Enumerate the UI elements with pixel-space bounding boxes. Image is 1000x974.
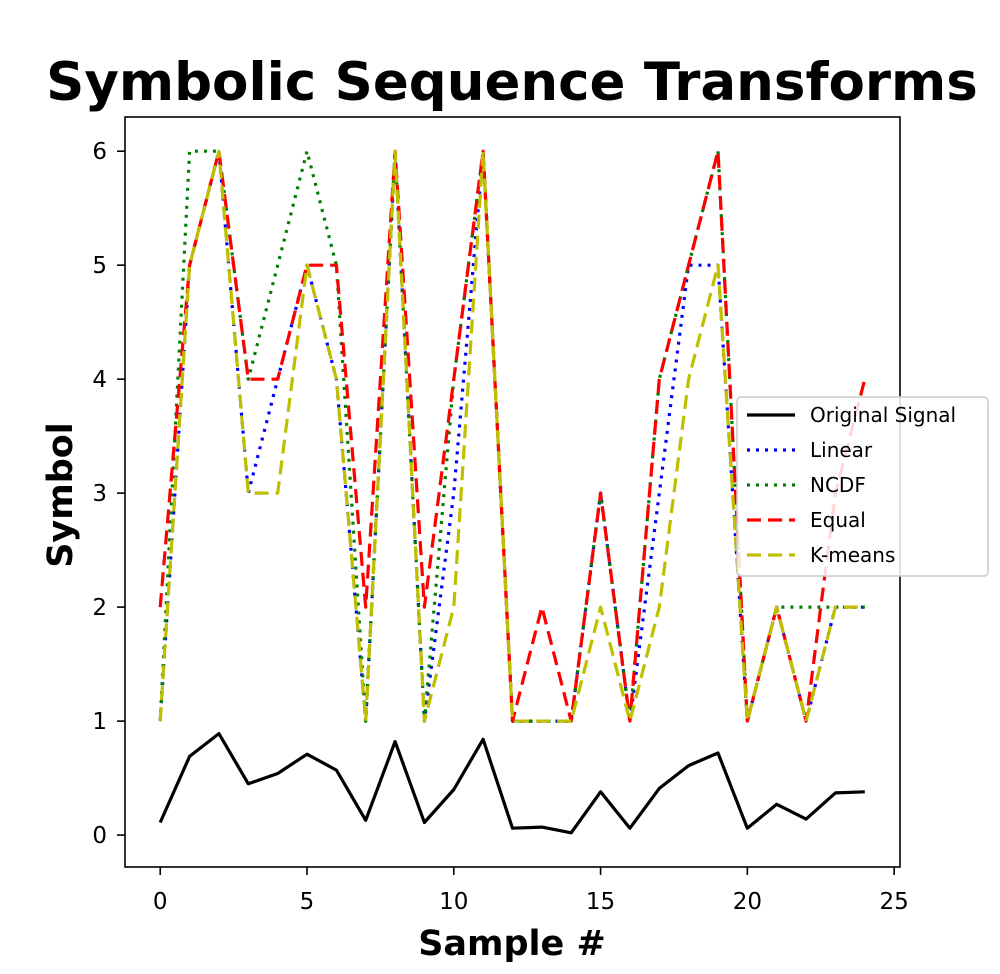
x-tick-label: 25 [879, 889, 908, 915]
chart-title: Symbolic Sequence Transforms [46, 52, 978, 113]
legend-label-ncdf: NCDF [810, 473, 866, 497]
legend-label-linear: Linear [810, 438, 873, 462]
y-tick-label: 5 [92, 253, 107, 279]
x-axis: 0 5 10 15 20 25 [153, 867, 909, 915]
legend-label-original-signal: Original Signal [810, 403, 956, 427]
series-line-original-signal [158, 731, 865, 835]
x-tick-label: 0 [153, 889, 168, 915]
y-tick-label: 2 [92, 595, 107, 621]
legend-label-k-means: K-means [810, 543, 895, 567]
x-tick-label: 20 [733, 889, 762, 915]
legend-box [736, 396, 989, 577]
legend-label-equal: Equal [810, 508, 866, 532]
y-tick-label: 4 [92, 367, 107, 393]
series-line-equal [158, 149, 867, 723]
y-tick-label: 3 [92, 481, 107, 507]
series-line-k-means [158, 149, 865, 723]
y-tick-label: 1 [92, 709, 107, 735]
y-axis-label: Symbol [41, 422, 81, 568]
x-tick-label: 10 [439, 889, 468, 915]
legend: Original Signal Linear NCDF Equal K-means [736, 396, 989, 577]
y-tick-label: 0 [92, 823, 107, 849]
y-tick-label: 6 [92, 139, 107, 165]
x-axis-label: Sample # [418, 924, 606, 964]
x-tick-label: 5 [300, 889, 315, 915]
x-tick-label: 15 [586, 889, 615, 915]
y-axis: 0 1 2 3 4 5 6 [92, 139, 125, 849]
plot-lines [158, 149, 867, 835]
